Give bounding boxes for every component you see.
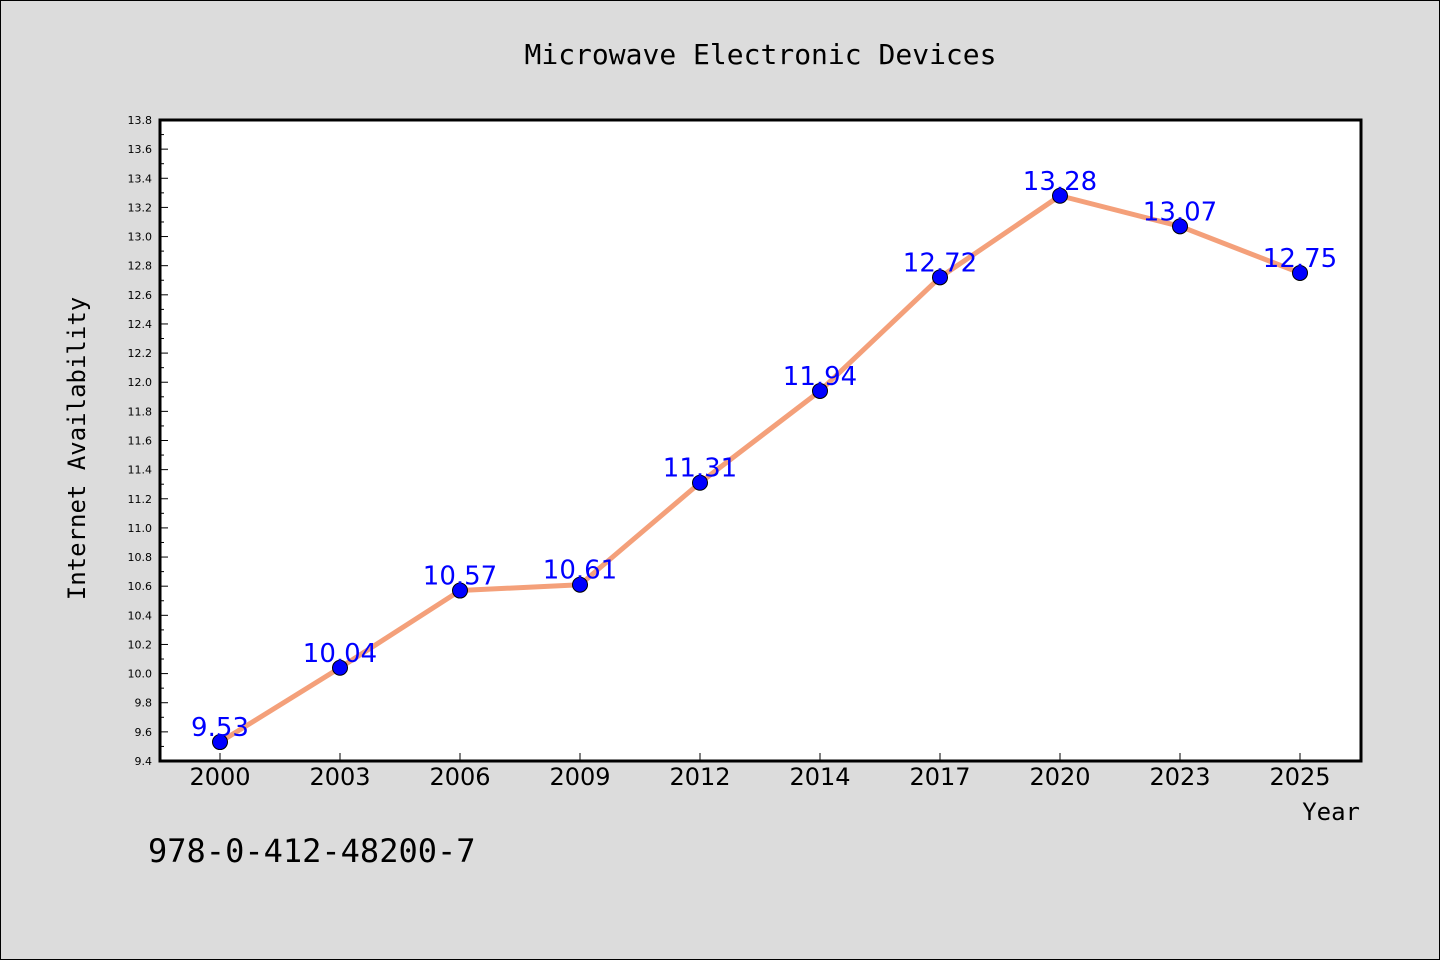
y-tick-label: 10.2 bbox=[128, 638, 153, 651]
y-tick-label: 13.2 bbox=[128, 201, 153, 214]
y-tick-label: 12.0 bbox=[128, 376, 153, 389]
x-axis-label: Year bbox=[1302, 798, 1360, 826]
data-label-2014: 11.94 bbox=[783, 362, 857, 392]
x-tick-label: 2006 bbox=[429, 763, 490, 791]
y-tick-label: 11.2 bbox=[128, 493, 153, 506]
y-tick-label: 10.6 bbox=[128, 580, 153, 593]
chart-title: Microwave Electronic Devices bbox=[524, 38, 996, 71]
y-axis: 9.4 9.6 9.8 10.0 10.2 10.4 10.6 10.8 11.0 11.2 11.… bbox=[128, 114, 168, 768]
data-label-2017: 12.72 bbox=[903, 248, 977, 278]
data-labels: 9.53 10.04 10.57 10.61 11.31 11.94 12.72 13.28 1… bbox=[191, 167, 1337, 743]
x-axis: 2000 2003 2006 2009 2012 2014 2017 2020 2023 2025 bbox=[189, 753, 1331, 791]
data-point-2014 bbox=[812, 382, 828, 399]
series-line bbox=[218, 193, 1301, 745]
data-point-2025 bbox=[1292, 264, 1308, 281]
y-tick-label: 9.6 bbox=[135, 726, 153, 739]
y-tick-label: 12.8 bbox=[128, 260, 153, 273]
y-tick-label: 13.6 bbox=[128, 143, 153, 156]
data-point-2017 bbox=[932, 269, 948, 286]
y-tick-label: 13.4 bbox=[128, 172, 153, 185]
y-tick-label: 11.6 bbox=[128, 435, 153, 448]
y-tick-label: 12.2 bbox=[128, 347, 153, 360]
data-label-2003: 10.04 bbox=[303, 639, 377, 669]
x-tick-label: 2014 bbox=[789, 763, 850, 791]
x-tick-label: 2023 bbox=[1149, 763, 1210, 791]
data-point-2023 bbox=[1172, 218, 1188, 235]
x-tick-label: 2000 bbox=[189, 763, 250, 791]
y-tick-label: 10.0 bbox=[128, 668, 153, 681]
data-label-2006: 10.57 bbox=[423, 562, 497, 592]
y-tick-label: 12.6 bbox=[128, 289, 153, 302]
data-point-2012 bbox=[692, 474, 708, 491]
data-label-2012: 11.31 bbox=[663, 454, 737, 484]
y-tick-label: 11.0 bbox=[128, 522, 153, 535]
data-point-2000 bbox=[212, 734, 228, 751]
data-label-2025: 12.75 bbox=[1263, 244, 1337, 274]
x-tick-label: 2025 bbox=[1269, 763, 1330, 791]
isbn-text: 978-0-412-48200-7 bbox=[148, 832, 476, 870]
y-tick-label: 9.8 bbox=[135, 697, 153, 710]
data-label-2023: 13.07 bbox=[1143, 197, 1217, 227]
data-point-2020 bbox=[1052, 187, 1068, 204]
y-tick-label: 12.4 bbox=[128, 318, 153, 331]
data-label-2009: 10.61 bbox=[543, 556, 617, 586]
data-label-2020: 13.28 bbox=[1023, 167, 1097, 197]
x-tick-label: 2017 bbox=[909, 763, 970, 791]
data-label-2000: 9.53 bbox=[191, 713, 249, 743]
y-tick-label: 9.4 bbox=[135, 755, 153, 768]
y-tick-label: 13.8 bbox=[128, 114, 153, 127]
y-tick-label: 10.4 bbox=[128, 609, 153, 622]
y-tick-label: 13.0 bbox=[128, 231, 153, 244]
x-tick-label: 2009 bbox=[549, 763, 610, 791]
data-point-2009 bbox=[572, 576, 588, 593]
y-tick-label: 11.4 bbox=[128, 464, 153, 477]
data-point-2006 bbox=[452, 582, 468, 599]
series-markers bbox=[212, 187, 1308, 751]
y-tick-label: 11.8 bbox=[128, 405, 153, 418]
x-tick-label: 2003 bbox=[309, 763, 370, 791]
x-tick-label: 2020 bbox=[1029, 763, 1090, 791]
x-tick-label: 2012 bbox=[669, 763, 730, 791]
y-axis-label: Internet Availability bbox=[63, 297, 91, 600]
data-point-2003 bbox=[332, 659, 348, 676]
y-tick-label: 10.8 bbox=[128, 551, 153, 564]
